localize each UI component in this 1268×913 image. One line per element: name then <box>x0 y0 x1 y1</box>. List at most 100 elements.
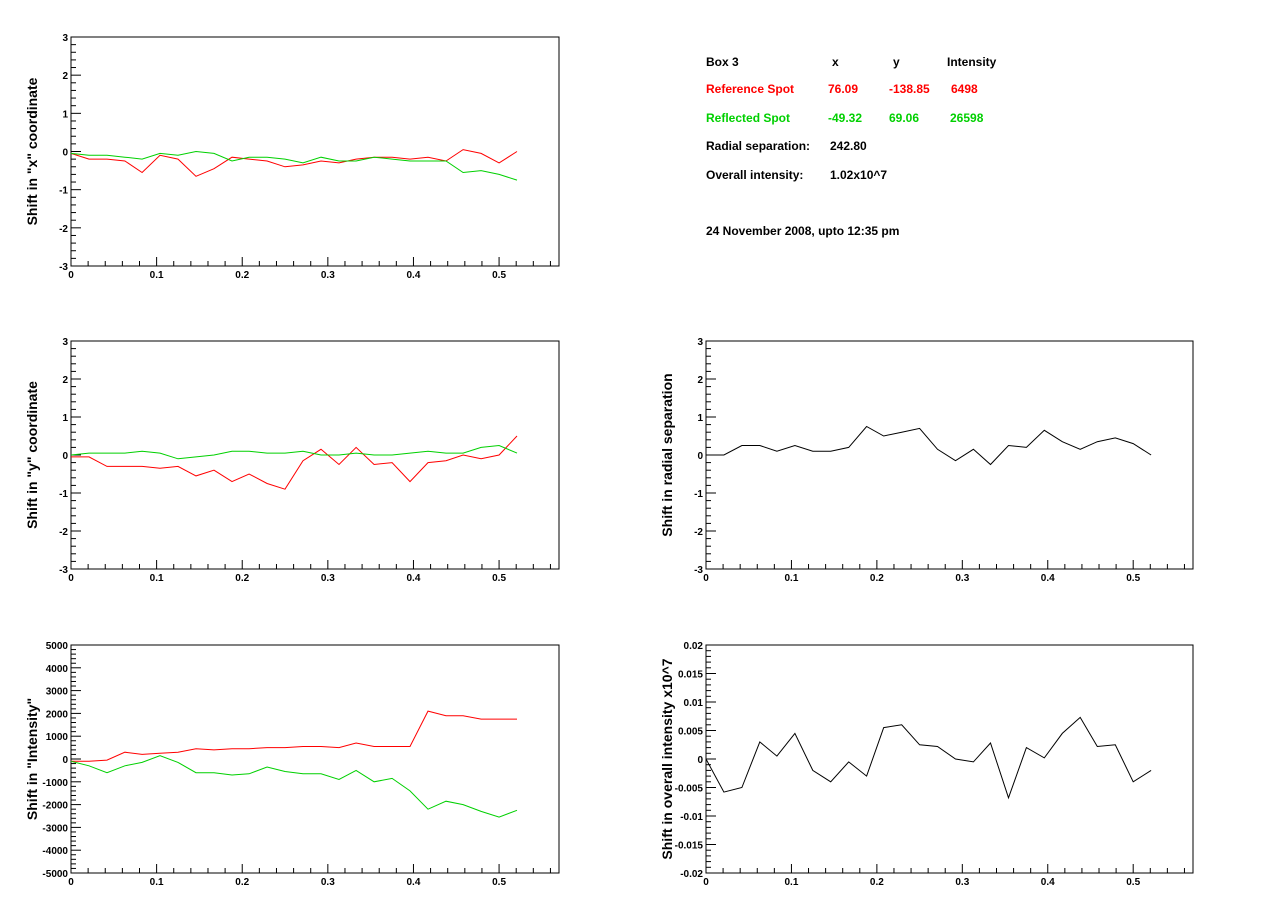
reference-spot-intensity: 6498 <box>951 82 978 96</box>
y-tick-label: 2 <box>62 71 68 82</box>
chart-x_shift: 0 0.1 0.2 0.3 0.4 0.5 -3 -2 -1 0 1 2 3 Shift in "x" c… <box>24 33 560 281</box>
x-tick-label: 0.2 <box>870 573 884 584</box>
y-tick-label: -0.01 <box>680 812 703 823</box>
x-tick-label: 0.2 <box>235 270 249 281</box>
y-tick-label: 0.02 <box>684 641 704 652</box>
x-tick-label: 0 <box>68 270 74 281</box>
y-tick-label: 0.005 <box>678 727 703 738</box>
plot-frame <box>70 644 560 874</box>
reflected-spot-x: -49.32 <box>828 111 863 125</box>
x-tick-label: 0 <box>68 573 74 584</box>
y-tick-label: -1000 <box>42 778 68 789</box>
y-tick-label: 0.015 <box>678 670 703 681</box>
x-tick-label: 0.1 <box>150 877 164 888</box>
x-tick-label: 0.3 <box>955 877 969 888</box>
info-col-intensity: Intensity <box>947 55 997 69</box>
x-tick-label: 0.3 <box>321 270 335 281</box>
x-tick-label: 0.5 <box>492 877 506 888</box>
y-tick-label: 1000 <box>46 732 69 743</box>
chart-intensity_shift: 0 0.1 0.2 0.3 0.4 0.5 -5000 -4000 -3000 -2000 -100… <box>24 641 560 888</box>
y-tick-label: -2000 <box>42 801 68 812</box>
y-tick-label: 0.01 <box>684 698 704 709</box>
y-tick-label: 1 <box>697 413 703 424</box>
chart-radial_shift: 0 0.1 0.2 0.3 0.4 0.5 -3 -2 -1 0 1 2 3 Shift in radia… <box>659 337 1194 584</box>
y-tick-label: 0 <box>697 755 703 766</box>
reflected-spot-y: 69.06 <box>889 111 920 125</box>
x-tick-label: 0.3 <box>321 573 335 584</box>
info-col-y: y <box>893 55 900 69</box>
y-tick-label: -5000 <box>42 869 68 880</box>
x-tick-label: 0.1 <box>150 270 164 281</box>
y-tick-label: -0.005 <box>675 784 704 795</box>
y-tick-label: 3 <box>697 337 703 348</box>
series-line-1 <box>70 755 518 818</box>
overall-intensity-value: 1.02x10^7 <box>830 168 888 182</box>
series-line-0 <box>70 149 518 177</box>
y-tick-label: 0 <box>62 755 68 766</box>
chart-y_shift: 0 0.1 0.2 0.3 0.4 0.5 -3 -2 -1 0 1 2 3 Shift in "y" c… <box>24 337 560 584</box>
x-tick-label: 0.1 <box>150 573 164 584</box>
reflected-spot-intensity: 26598 <box>950 111 984 125</box>
y-tick-label: -3000 <box>42 823 68 834</box>
x-tick-label: 0.4 <box>407 573 421 584</box>
x-tick-label: 0.3 <box>955 573 969 584</box>
y-tick-label: 0 <box>62 148 68 159</box>
x-tick-label: 0.5 <box>492 573 506 584</box>
plot-frame <box>705 340 1194 570</box>
overall-intensity-label: Overall intensity: <box>706 168 804 182</box>
y-tick-label: 4000 <box>46 664 69 675</box>
y-tick-label: 2 <box>62 375 68 386</box>
y-axis-label: Shift in overall intensity x10^7 <box>659 658 675 859</box>
plot-frame <box>70 340 560 570</box>
x-tick-label: 0.4 <box>407 270 421 281</box>
reference-spot-y: -138.85 <box>889 82 930 96</box>
y-tick-label: 0 <box>697 451 703 462</box>
chart-overall_intensity_shift: 0 0.1 0.2 0.3 0.4 0.5 -0.02 -0.015 -0.01 -0.005 0 0… <box>659 641 1194 888</box>
y-tick-label: -2 <box>59 527 68 538</box>
y-tick-label: -0.015 <box>675 841 704 852</box>
y-tick-label: -3 <box>59 565 68 576</box>
y-tick-label: 2000 <box>46 709 69 720</box>
x-tick-label: 0.2 <box>870 877 884 888</box>
plot-frame <box>705 644 1194 874</box>
y-tick-label: -1 <box>59 489 68 500</box>
reflected-spot-label: Reflected Spot <box>706 111 791 125</box>
x-tick-label: 0.4 <box>1041 877 1055 888</box>
y-tick-label: 2 <box>697 375 703 386</box>
x-tick-label: 0.2 <box>235 877 249 888</box>
plot-frame <box>70 36 560 267</box>
x-tick-label: 0.1 <box>784 573 798 584</box>
y-tick-label: 3000 <box>46 687 69 698</box>
series-line-0 <box>705 716 1152 800</box>
x-tick-label: 0 <box>703 573 709 584</box>
date-note: 24 November 2008, upto 12:35 pm <box>706 224 900 238</box>
y-tick-label: 3 <box>62 33 68 44</box>
x-tick-label: 0.4 <box>1041 573 1055 584</box>
x-tick-label: 0 <box>68 877 74 888</box>
y-axis-label: Shift in "x" coordinate <box>24 77 40 225</box>
y-axis-label: Shift in "Intensity" <box>24 698 40 820</box>
series-line-0 <box>706 425 1152 466</box>
y-tick-label: -0.02 <box>680 869 703 880</box>
y-axis-label: Shift in "y" coordinate <box>24 381 40 529</box>
y-tick-label: 1 <box>62 413 68 424</box>
y-tick-label: -3 <box>694 565 703 576</box>
info-col-x: x <box>832 55 839 69</box>
x-tick-label: 0.5 <box>1126 877 1140 888</box>
info-title: Box 3 <box>706 55 739 69</box>
x-tick-label: 0.2 <box>235 573 249 584</box>
y-tick-label: 0 <box>62 451 68 462</box>
x-tick-label: 0.5 <box>1126 573 1140 584</box>
x-tick-label: 0.1 <box>784 877 798 888</box>
x-tick-label: 0.4 <box>407 877 421 888</box>
y-tick-label: -1 <box>59 186 68 197</box>
series-line-0 <box>71 435 518 490</box>
radial-separation-value: 242.80 <box>830 139 867 153</box>
y-tick-label: -1 <box>694 489 703 500</box>
y-tick-label: -4000 <box>42 846 68 857</box>
x-tick-label: 0 <box>703 877 709 888</box>
y-axis-label: Shift in radial separation <box>659 373 675 536</box>
series-line-0 <box>71 710 517 762</box>
y-tick-label: 5000 <box>46 641 69 652</box>
